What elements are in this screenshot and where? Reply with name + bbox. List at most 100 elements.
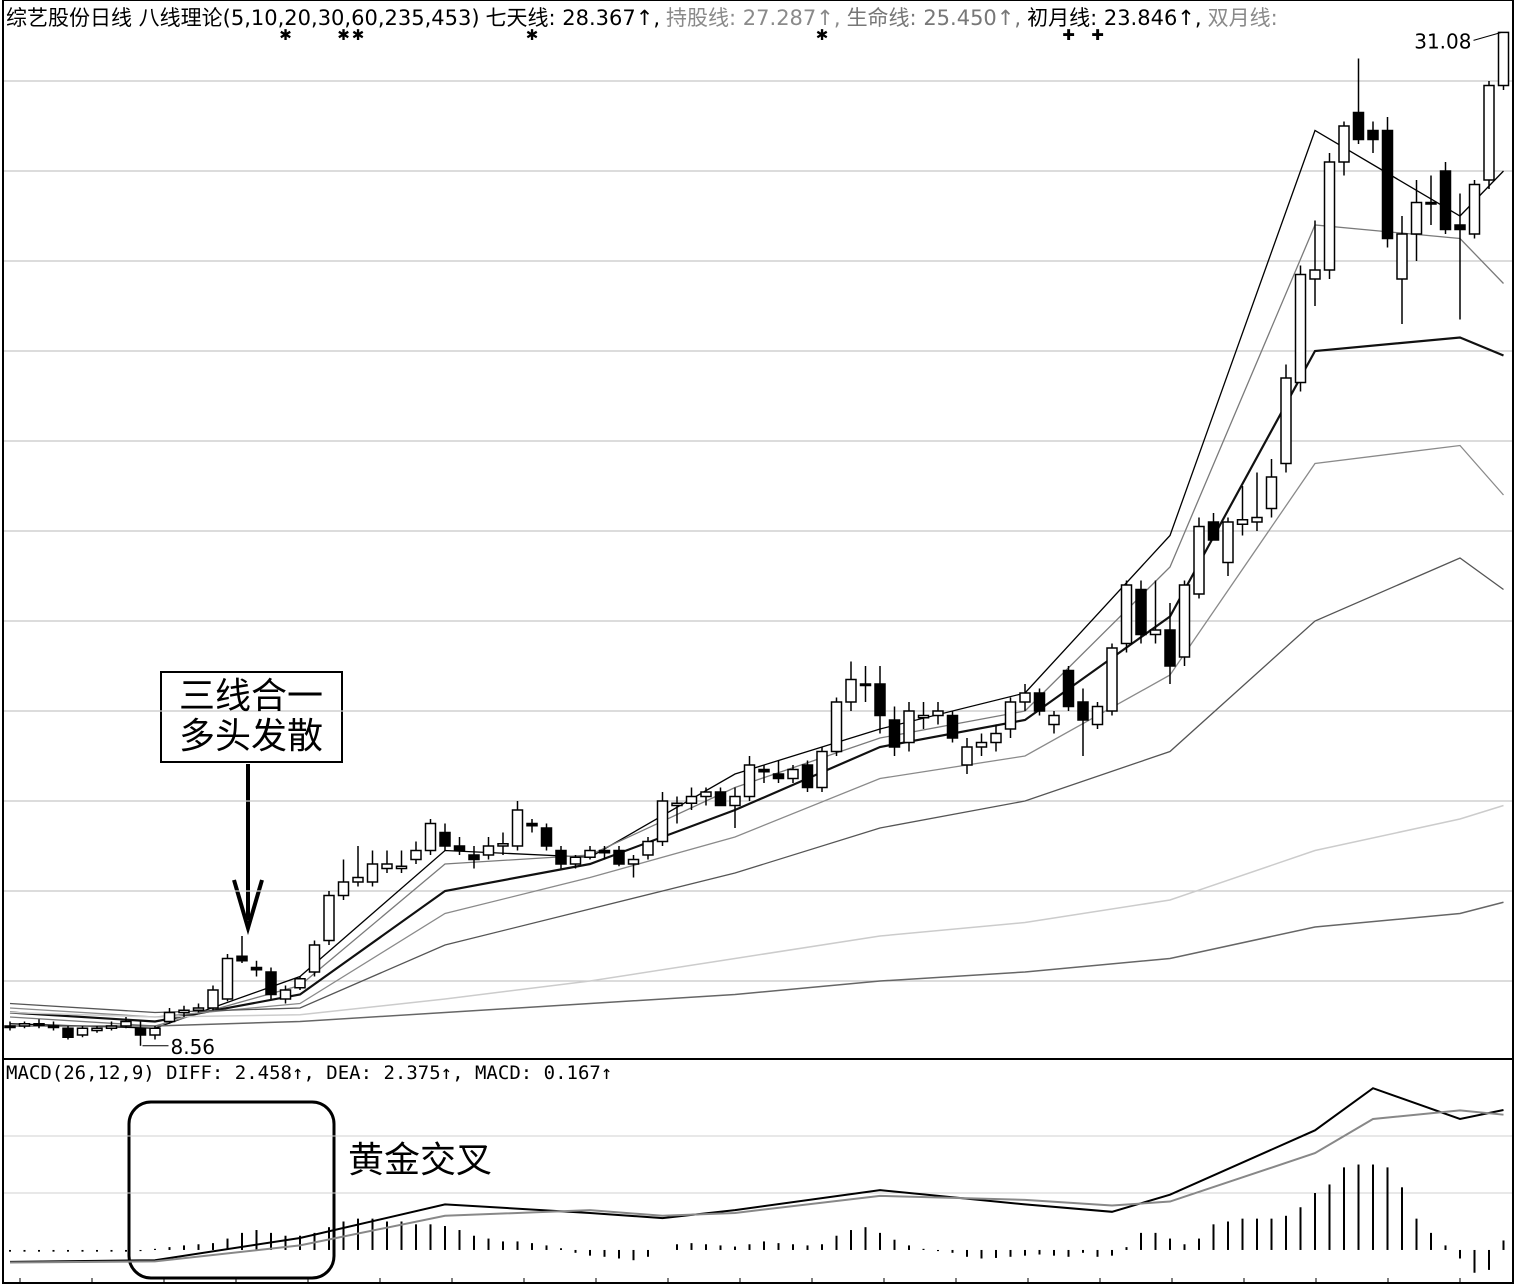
- legend-entry: 七天线: 28.367↑,: [485, 6, 661, 30]
- moving-average: [9, 129, 1504, 1029]
- candle-body: [932, 710, 944, 717]
- candle-body: [671, 802, 683, 807]
- candle-body: [1120, 584, 1133, 645]
- candle-body: [1410, 201, 1423, 235]
- moving-average: [9, 557, 1504, 1014]
- moving-average: [9, 804, 1504, 1018]
- low-label: 8.56: [171, 1035, 216, 1059]
- candle-body: [1338, 125, 1350, 163]
- candle-body: [685, 795, 698, 804]
- candle-body: [366, 863, 379, 883]
- candle-body: [453, 845, 466, 852]
- candle-body: [816, 750, 828, 789]
- candle-body: [555, 849, 567, 865]
- candle-body: [830, 701, 843, 753]
- moving-average: [9, 444, 1504, 1018]
- candle-body: [1381, 129, 1394, 240]
- header: 综艺股份日线 八线理论(5,10,20,30,60,235,453) 七天线: 2…: [6, 2, 1284, 32]
- annotation: 多头发散: [179, 716, 323, 756]
- candle-body: [627, 858, 640, 865]
- candle-body: [888, 719, 901, 748]
- candle-body: [120, 1020, 132, 1027]
- candle-body: [917, 714, 930, 719]
- macd-line: [9, 1087, 1504, 1263]
- moving-average: [9, 224, 1504, 1027]
- candle-body: [1294, 273, 1307, 384]
- pointer: [1473, 31, 1502, 41]
- candle-body: [1091, 705, 1104, 726]
- candle-body: [511, 809, 524, 847]
- candle-body: [1468, 183, 1481, 235]
- candle-body: [1178, 584, 1191, 658]
- candle-body: [468, 854, 480, 861]
- candle-body: [758, 768, 770, 773]
- arrow-head: [232, 879, 264, 936]
- candle-body: [598, 849, 611, 854]
- candle-body: [207, 989, 219, 1009]
- candle-body: [729, 795, 741, 807]
- candle-body: [1367, 129, 1379, 141]
- candle-body: [105, 1025, 118, 1029]
- candle-body: [1135, 588, 1147, 636]
- candle-body: [410, 849, 422, 861]
- candle-body: [961, 746, 973, 766]
- candle-body: [787, 768, 799, 780]
- legend-entry: 双月线:: [1207, 6, 1278, 30]
- candle-body: [1004, 701, 1017, 730]
- candle-body: [714, 791, 727, 807]
- candle-body: [903, 710, 915, 744]
- candle-body: [700, 791, 712, 798]
- high-label: 31.08: [1414, 29, 1471, 53]
- macd-line: [9, 1109, 1504, 1264]
- annotation: 黄金交叉: [348, 1140, 492, 1180]
- candle-body: [1251, 516, 1263, 523]
- candle-body: [1048, 714, 1060, 726]
- candle-body: [1483, 84, 1495, 181]
- candle-body: [294, 978, 306, 989]
- candle-body: [1352, 111, 1365, 141]
- candle-body: [497, 843, 509, 847]
- annotation: 三线合一: [179, 676, 323, 716]
- candle-body: [569, 856, 582, 865]
- candle-body: [352, 876, 364, 883]
- candle-body: [91, 1027, 103, 1032]
- candle-body: [381, 863, 393, 870]
- candle-body: [1193, 525, 1205, 595]
- candle-body: [47, 1025, 60, 1029]
- candle-body: [859, 683, 872, 687]
- candle-body: [1396, 233, 1408, 280]
- candle-body: [1439, 170, 1452, 231]
- signal-marker: ✚: [1091, 26, 1104, 44]
- chart-title: 综艺股份日线 八线理论(5,10,20,30,60,235,453): [6, 6, 480, 30]
- candle-body: [18, 1023, 31, 1027]
- candle-body: [1149, 629, 1162, 636]
- candle-body: [1497, 31, 1510, 87]
- candle-body: [526, 822, 538, 827]
- candle-body: [874, 683, 886, 717]
- candle-body: [221, 957, 234, 1000]
- candle-body: [990, 732, 1002, 744]
- candle-body: [1207, 521, 1220, 541]
- candle-body: [395, 865, 408, 870]
- macd-header: MACD(26,12,9) DIFF: 2.458↑, DEA: 2.375↑,…: [6, 1062, 613, 1084]
- candle-body: [584, 849, 596, 858]
- candle-body: [337, 881, 350, 897]
- candle-body: [540, 827, 553, 847]
- candle-body: [975, 741, 988, 748]
- candle-body: [4, 1025, 16, 1029]
- candle-body: [1323, 161, 1336, 271]
- signal-marker: ✱: [337, 26, 350, 44]
- candle-body: [33, 1023, 45, 1026]
- candle-body: [1222, 521, 1234, 564]
- candle-body: [424, 822, 437, 852]
- candle-body: [149, 1027, 161, 1036]
- signal-marker: ✱: [352, 26, 365, 44]
- moving-average: [10, 901, 1504, 1027]
- candle-body: [482, 845, 495, 856]
- candle-body: [265, 971, 277, 996]
- candle-body: [76, 1027, 89, 1036]
- candle-body: [845, 678, 857, 703]
- candle-body: [62, 1027, 74, 1038]
